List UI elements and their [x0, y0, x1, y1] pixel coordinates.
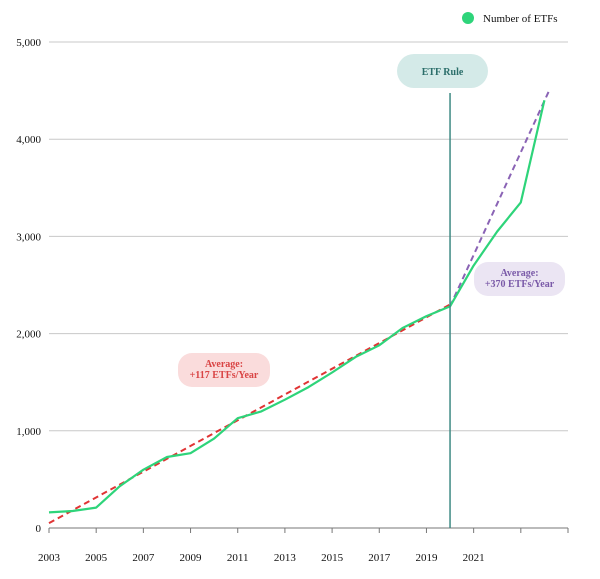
y-axis-ticks: 0 1,000 2,000 3,000 4,000 5,000 — [16, 37, 41, 535]
x-tick-label: 2019 — [415, 552, 438, 564]
y-tick-label: 3,000 — [16, 231, 41, 243]
avg-after-label: Average: — [500, 268, 538, 279]
x-tick-label: 2003 — [38, 552, 61, 564]
y-tick-label: 5,000 — [16, 37, 41, 49]
gridlines — [49, 41, 568, 529]
y-tick-label: 1,000 — [16, 426, 41, 438]
x-tick-label: 2015 — [321, 552, 344, 564]
y-tick-label: 0 — [36, 523, 42, 535]
x-tick-label: 2009 — [180, 552, 203, 564]
etf-rule-label: ETF Rule — [422, 67, 464, 78]
trend-lines — [48, 90, 551, 525]
x-tick-label: 2011 — [227, 552, 249, 564]
trend-line-pre-rule — [48, 303, 451, 525]
avg-before-pill — [178, 353, 270, 387]
x-tick-label: 2017 — [368, 552, 391, 564]
avg-after-pill — [474, 262, 565, 296]
legend-marker — [462, 12, 474, 24]
x-tick-label: 2021 — [463, 552, 485, 564]
x-tick-label: 2005 — [85, 552, 108, 564]
etf-rule-pill — [397, 54, 488, 88]
legend-label: Number of ETFs — [483, 13, 558, 25]
avg-before-label: +117 ETFs/Year — [190, 370, 259, 381]
data-series — [48, 100, 546, 514]
series-line-number-of-etfs — [48, 100, 546, 514]
avg-before-label: Average: — [205, 359, 243, 370]
x-tick-label: 2007 — [132, 552, 155, 564]
x-axis-ticks: 2003 2005 2007 2009 2011 2013 2015 2017 2019 2021 — [38, 528, 569, 564]
etf-rule-marker: ETF Rule — [397, 54, 488, 528]
avg-after-label: +370 ETFs/Year — [485, 279, 555, 290]
y-tick-label: 4,000 — [16, 134, 41, 146]
y-tick-label: 2,000 — [16, 329, 41, 341]
legend: Number of ETFs — [462, 12, 558, 25]
x-tick-label: 2013 — [274, 552, 297, 564]
